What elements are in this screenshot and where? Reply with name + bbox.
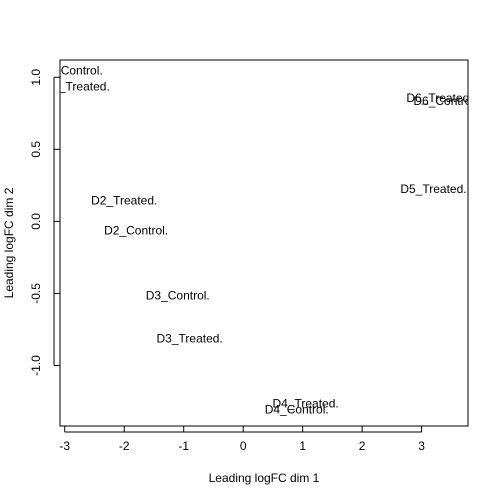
y-tick-label: 0.0	[29, 213, 43, 230]
sample-label: D6_Treated.	[406, 91, 472, 105]
x-axis-label: Leading logFC dim 1	[209, 471, 320, 485]
sample-label: D4_Control.	[265, 402, 329, 416]
sample-labels: D1_Control. D1_Treated. D2_Treated. D2_Cont…	[39, 64, 477, 417]
x-tick-label: -3	[59, 439, 70, 453]
x-tick-label: -2	[119, 439, 130, 453]
x-tick-label: 0	[240, 439, 247, 453]
y-tick-label: 1.0	[29, 69, 43, 86]
x-axis: -3 -2 -1 0 1 2 3	[59, 426, 425, 453]
x-tick-label: 3	[418, 439, 425, 453]
sample-label: D6_Control.	[413, 94, 477, 108]
y-tick-label: -0.5	[29, 283, 43, 304]
sample-label: D2_Treated.	[91, 193, 157, 207]
sample-label: D3_Control.	[146, 288, 210, 302]
plot-box	[59, 59, 469, 427]
sample-label: D3_Treated.	[157, 332, 223, 346]
sample-label: D4_Treated.	[272, 397, 338, 411]
x-tick-label: -1	[178, 439, 189, 453]
sample-label: D1_Treated.	[44, 80, 110, 94]
x-tick-label: 1	[299, 439, 306, 453]
y-axis: -1.0 -0.5 0.0 0.5 1.0	[29, 69, 60, 376]
sample-label: D2_Control.	[104, 224, 168, 238]
sample-label: D1_Control.	[39, 64, 103, 78]
y-tick-label: 0.5	[29, 141, 43, 158]
x-tick-label: 2	[359, 439, 366, 453]
y-axis-label: Leading logFC dim 2	[2, 187, 16, 298]
sample-label: D5_Treated.	[400, 182, 466, 196]
y-tick-label: -1.0	[29, 355, 43, 376]
